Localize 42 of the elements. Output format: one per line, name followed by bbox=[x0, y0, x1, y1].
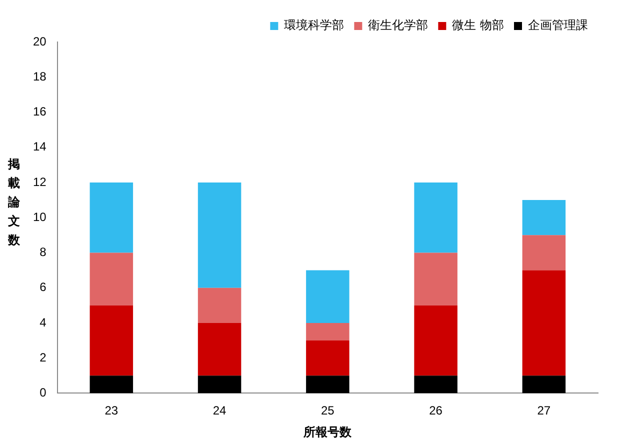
y-tick-label: 10 bbox=[32, 210, 47, 224]
y-tick-label: 14 bbox=[32, 140, 47, 154]
legend-label: 環境科学部 bbox=[284, 18, 344, 32]
bar bbox=[198, 182, 242, 288]
legend-label: 企画管理課 bbox=[528, 18, 588, 32]
bar bbox=[306, 270, 350, 323]
x-tick-label: 24 bbox=[212, 404, 227, 418]
bar bbox=[414, 182, 458, 253]
bar bbox=[198, 288, 242, 323]
y-tick-label: 6 bbox=[40, 280, 47, 294]
y-tick-label: 8 bbox=[40, 245, 47, 260]
x-tick-label: 27 bbox=[537, 404, 551, 418]
bar bbox=[306, 322, 350, 341]
x-axis-title: 所報号数 bbox=[302, 425, 353, 440]
bar bbox=[414, 252, 458, 306]
bar bbox=[306, 340, 350, 376]
y-tick-label: 2 bbox=[40, 350, 47, 364]
x-tick-label: 25 bbox=[320, 404, 335, 418]
bar bbox=[90, 182, 134, 253]
y-tick-label: 20 bbox=[32, 34, 47, 48]
bar bbox=[522, 200, 566, 236]
bar bbox=[306, 376, 350, 394]
bar bbox=[90, 376, 134, 394]
y-tick-label: 18 bbox=[32, 69, 47, 84]
y-tick-label: 4 bbox=[40, 315, 47, 330]
y-tick-label: 16 bbox=[32, 104, 47, 119]
legend-label: 衛生化学部 bbox=[368, 18, 428, 32]
bar bbox=[90, 305, 134, 376]
bar bbox=[522, 235, 566, 270]
y-axis-title: 掲載論文数 bbox=[8, 156, 21, 249]
bar bbox=[414, 376, 458, 394]
x-tick-label: 23 bbox=[104, 404, 118, 418]
legend-label: 微生 物部 bbox=[452, 18, 504, 32]
bar bbox=[414, 305, 458, 376]
bar bbox=[522, 376, 566, 394]
bar bbox=[198, 322, 242, 376]
x-tick-label: 26 bbox=[429, 404, 443, 418]
bar bbox=[198, 376, 242, 394]
y-tick-label: 12 bbox=[32, 174, 47, 189]
y-tick-label: 0 bbox=[40, 386, 47, 400]
bar bbox=[90, 252, 134, 306]
bar bbox=[522, 270, 566, 376]
